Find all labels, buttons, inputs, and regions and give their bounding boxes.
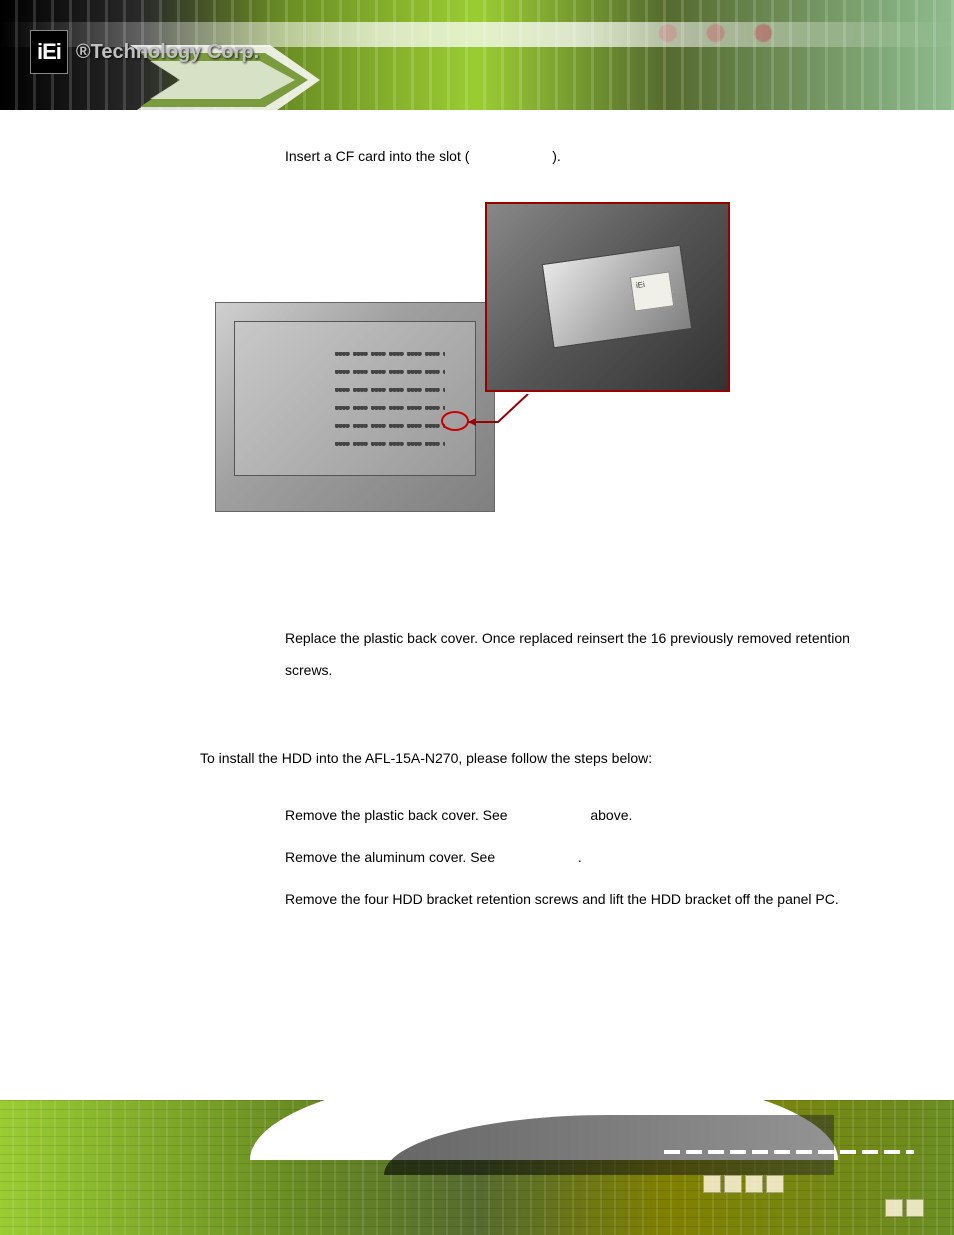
footer-white-lines xyxy=(664,1150,914,1154)
hdd-intro-text: To install the HDD into the AFL-15A-N270… xyxy=(200,742,894,774)
page-content: Insert a CF card into the slot ( ). iEi … xyxy=(0,120,954,915)
figure-vent-holes xyxy=(335,352,445,452)
step-4-text: Replace the plastic back cover. Once rep… xyxy=(285,622,894,686)
header-logo: iEi ®Technology Corp. xyxy=(30,30,259,74)
footer-banner xyxy=(0,1100,954,1235)
logo-box: iEi xyxy=(30,30,68,74)
footer-square xyxy=(703,1175,721,1193)
footer-square xyxy=(906,1199,924,1217)
footer-chip-squares xyxy=(885,1199,924,1217)
logo-corp-text: ®Technology Corp. xyxy=(76,41,259,64)
footer-chip-squares-2 xyxy=(703,1175,784,1193)
cf-card-label: iEi xyxy=(630,272,674,312)
callout-arrow-icon xyxy=(468,394,568,434)
footer-square xyxy=(745,1175,763,1193)
figure-cf-card-slot: iEi xyxy=(200,202,894,572)
header-banner: iEi ®Technology Corp. xyxy=(0,0,954,110)
hdd-step1-prefix: Remove the plastic back cover. See xyxy=(285,807,508,823)
figure-panel-inner xyxy=(234,321,476,476)
hdd-step2-prefix: Remove the aluminum cover. See xyxy=(285,849,495,865)
figure-panel-pc-rear xyxy=(215,302,495,512)
hdd-step-3: Remove the four HDD bracket retention sc… xyxy=(285,883,894,915)
footer-square xyxy=(724,1175,742,1193)
hdd-step2-suffix: . xyxy=(578,849,582,865)
footer-square xyxy=(885,1199,903,1217)
hdd-step-2: Remove the aluminum cover. See . xyxy=(285,841,894,873)
step-3-prefix: Insert a CF card into the slot ( xyxy=(285,148,469,164)
step-3-suffix: ). xyxy=(552,148,561,164)
hdd-step1-suffix: above. xyxy=(590,807,632,823)
figure-cf-inset: iEi xyxy=(485,202,730,392)
footer-square xyxy=(766,1175,784,1193)
hdd-step-1: Remove the plastic back cover. See above… xyxy=(285,799,894,831)
step-3-text: Insert a CF card into the slot ( ). xyxy=(285,140,894,172)
